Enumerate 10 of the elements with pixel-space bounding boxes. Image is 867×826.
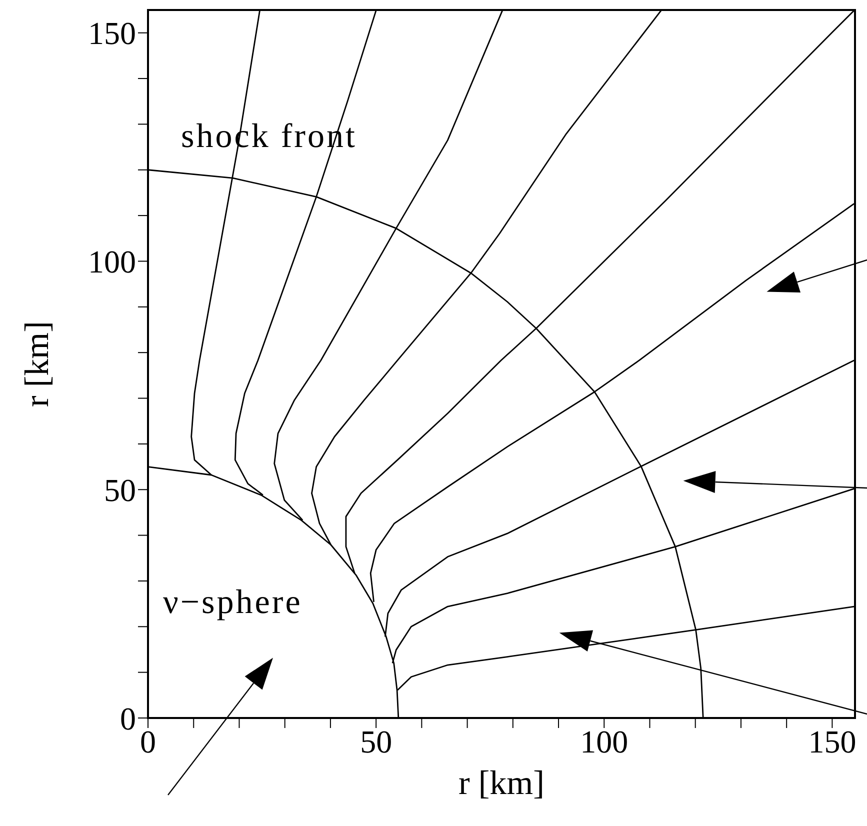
y-tick-label: 50	[104, 472, 136, 508]
y-tick-label: 0	[120, 700, 136, 736]
x-tick-label: 50	[360, 724, 392, 760]
y-tick-label: 150	[88, 15, 136, 52]
y-tick-label: 100	[88, 244, 136, 280]
x-axis-title: r [km]	[458, 765, 544, 802]
x-tick-label: 150	[808, 724, 856, 760]
x-tick-label: 100	[580, 724, 628, 760]
annotation: ν−sphere	[163, 584, 302, 621]
y-axis-title: r [km]	[19, 321, 56, 407]
